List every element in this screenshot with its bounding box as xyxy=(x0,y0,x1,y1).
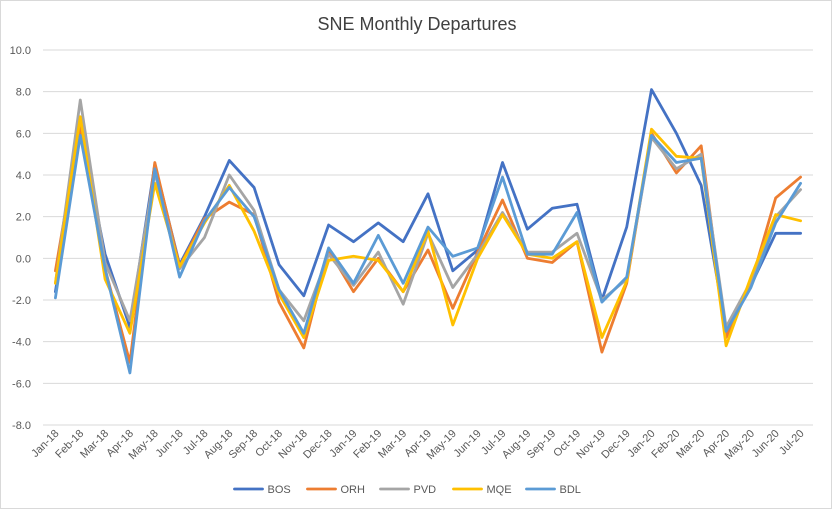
legend-label-bdl: BDL xyxy=(560,484,581,496)
x-tick-label: Mar-19 xyxy=(376,428,409,461)
series-line-mqe xyxy=(54,115,802,348)
gridlines xyxy=(43,49,813,426)
x-tick-label: Jun-19 xyxy=(452,428,484,460)
series-lines xyxy=(54,88,802,375)
y-axis-tick-labels: 10.0 8.0 6.0 4.0 2.0 0.0 -2.0 -4.0 -6.0 -8.0 xyxy=(10,45,31,432)
y-tick-label: 2.0 xyxy=(16,212,31,224)
y-tick-label: -8.0 xyxy=(12,420,31,432)
y-tick-label: 8.0 xyxy=(16,87,31,99)
y-tick-label: -6.0 xyxy=(12,378,31,390)
legend-label-pvd: PVD xyxy=(414,484,437,496)
series-line-bdl xyxy=(54,133,802,375)
y-tick-label: 4.0 xyxy=(16,170,31,182)
y-tick-label: 6.0 xyxy=(16,128,31,140)
x-tick-label: Jul-20 xyxy=(777,428,807,458)
x-tick-label: Jun-18 xyxy=(153,428,185,460)
x-axis-tick-labels: Jan-18Feb-18Mar-18Apr-18May-18Jun-18Jul-… xyxy=(29,428,806,462)
x-tick-label: Mar-18 xyxy=(78,428,111,461)
x-tick-label: Mar-20 xyxy=(674,428,707,461)
y-tick-label: -4.0 xyxy=(12,337,31,349)
legend-label-orh: ORH xyxy=(341,484,366,496)
x-tick-label: Jun-20 xyxy=(750,428,782,460)
y-tick-label: -2.0 xyxy=(12,295,31,307)
legend: BOS ORH PVD MQE BDL xyxy=(233,484,581,496)
legend-label-mqe: MQE xyxy=(487,484,512,496)
y-tick-label: 0.0 xyxy=(16,253,31,265)
y-tick-label: 10.0 xyxy=(10,45,31,57)
legend-label-bos: BOS xyxy=(268,484,291,496)
chart-title: SNE Monthly Departures xyxy=(317,14,516,34)
